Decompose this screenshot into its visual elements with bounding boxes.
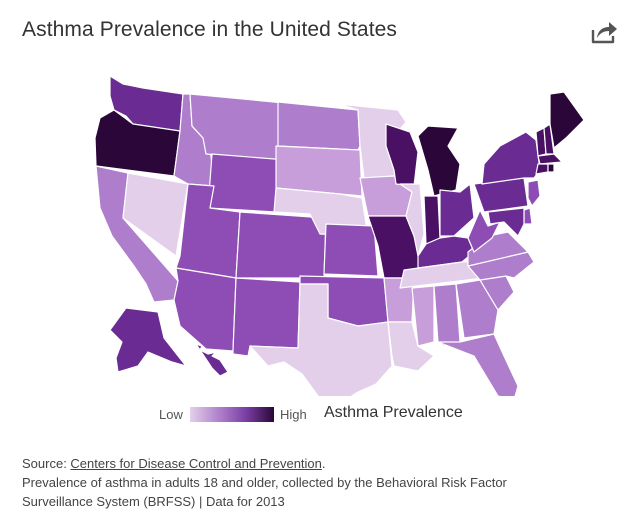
note-line-1: Prevalence of asthma in adults 18 and ol…	[22, 475, 507, 490]
state-sd[interactable]	[275, 145, 363, 197]
state-ga[interactable]	[455, 279, 499, 339]
page-title: Asthma Prevalence in the United States	[22, 18, 398, 41]
state-nd[interactable]	[277, 101, 361, 151]
us-map	[94, 75, 585, 396]
state-de[interactable]	[523, 207, 533, 225]
state-ak[interactable]	[109, 307, 187, 373]
source-prefix: Source:	[22, 456, 71, 471]
share-button[interactable]	[589, 18, 619, 46]
legend-title: Asthma Prevalence	[324, 404, 463, 421]
source-note: Source: Centers for Disease Control and …	[22, 454, 622, 511]
note-line-2: Surveillance System (BRFSS) | Data for 2…	[22, 494, 285, 509]
state-ms[interactable]	[411, 285, 435, 347]
state-al[interactable]	[433, 283, 461, 347]
state-hi[interactable]	[195, 343, 229, 377]
state-nm[interactable]	[232, 277, 301, 357]
state-in[interactable]	[423, 195, 441, 245]
source-suffix: .	[321, 456, 326, 471]
state-fl[interactable]	[437, 333, 519, 396]
state-md[interactable]	[487, 207, 525, 237]
state-tx[interactable]	[249, 283, 393, 396]
state-la[interactable]	[387, 321, 435, 372]
state-ri[interactable]	[547, 163, 555, 173]
state-ct[interactable]	[535, 163, 549, 175]
state-az[interactable]	[173, 267, 237, 352]
state-mi[interactable]	[417, 125, 461, 197]
state-co[interactable]	[235, 211, 327, 279]
legend-high-label: High	[280, 407, 307, 422]
state-ny[interactable]	[481, 131, 541, 185]
state-me[interactable]	[549, 91, 585, 149]
state-nj[interactable]	[527, 179, 541, 207]
source-line: Source: Centers for Disease Control and …	[22, 454, 622, 473]
state-ks[interactable]	[323, 223, 379, 277]
state-il[interactable]	[399, 183, 425, 257]
legend-low-label: Low	[159, 407, 183, 422]
state-nv[interactable]	[122, 172, 189, 257]
legend-color-scale	[190, 407, 274, 422]
source-link[interactable]: Centers for Disease Control and Preventi…	[70, 456, 322, 471]
legend: Low High Asthma Prevalence	[150, 404, 570, 426]
state-oh[interactable]	[439, 183, 475, 237]
state-ma[interactable]	[537, 153, 563, 165]
share-arrow-icon	[591, 22, 617, 44]
